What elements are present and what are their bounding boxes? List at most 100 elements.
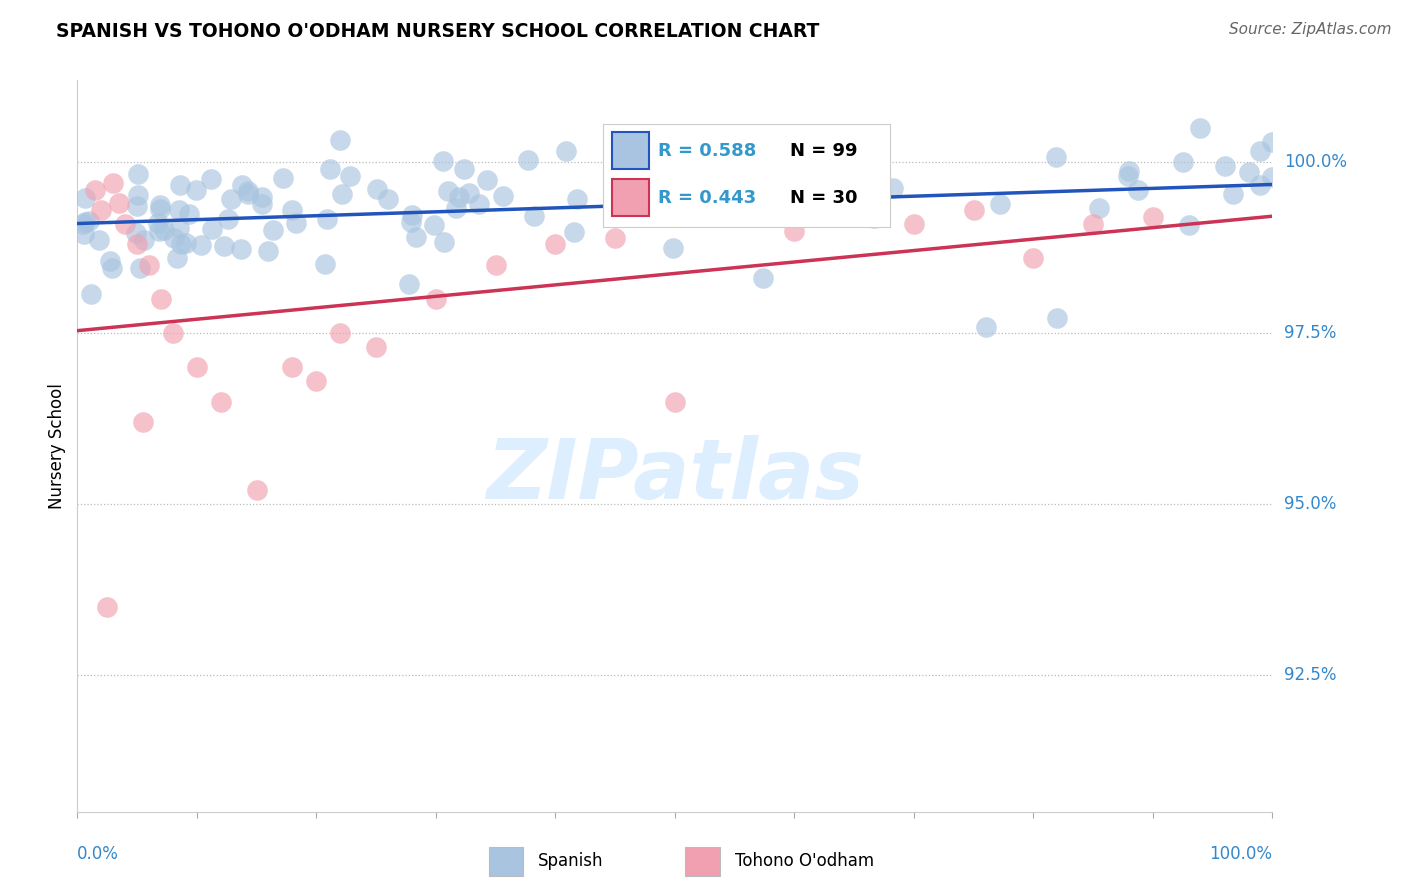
Point [125, 227, 148, 241]
Point [974, 320, 997, 334]
Point [1045, 150, 1067, 164]
Point [72, 217, 94, 231]
Point [457, 186, 479, 201]
Point [96, 599, 118, 614]
Point [89, 234, 111, 248]
Bar [489, 847, 523, 876]
Point [149, 198, 172, 212]
Point [903, 217, 925, 231]
Point [1116, 169, 1139, 183]
Text: N = 30: N = 30 [790, 189, 858, 207]
Point [252, 197, 274, 211]
Text: Tohono O'odham: Tohono O'odham [734, 852, 873, 870]
Point [453, 162, 475, 177]
Point [162, 326, 184, 341]
Point [1250, 178, 1272, 192]
Point [399, 215, 422, 229]
Point [73, 191, 96, 205]
Point [174, 236, 197, 251]
Point [1126, 182, 1149, 196]
Text: 0.0%: 0.0% [77, 845, 120, 863]
Point [523, 209, 546, 223]
Text: R = 0.588: R = 0.588 [658, 142, 756, 160]
Point [662, 241, 685, 255]
Point [166, 251, 188, 265]
Point [963, 203, 986, 218]
Point [329, 133, 352, 147]
Point [447, 190, 470, 204]
Point [544, 237, 567, 252]
Point [405, 230, 427, 244]
Point [271, 170, 294, 185]
Point [77, 213, 100, 227]
Point [664, 394, 686, 409]
Point [366, 340, 388, 354]
Text: 97.5%: 97.5% [1285, 324, 1337, 343]
Point [751, 271, 773, 285]
Point [221, 192, 243, 206]
Bar [686, 847, 720, 876]
Point [214, 239, 236, 253]
Point [246, 483, 269, 498]
Point [1237, 164, 1260, 178]
Point [377, 192, 399, 206]
Point [98, 254, 121, 268]
Point [1189, 121, 1212, 136]
Point [329, 326, 352, 341]
Point [1261, 135, 1284, 149]
Point [127, 167, 149, 181]
Text: R = 0.443: R = 0.443 [658, 189, 756, 207]
Point [1118, 163, 1140, 178]
Point [84, 183, 107, 197]
Point [148, 224, 170, 238]
Point [90, 203, 112, 218]
Point [281, 360, 304, 375]
Point [217, 212, 239, 227]
Point [127, 188, 149, 202]
Point [339, 169, 361, 183]
Point [79, 287, 101, 301]
Point [319, 161, 342, 176]
Point [169, 178, 191, 192]
Point [169, 202, 191, 217]
Point [101, 260, 124, 275]
Text: 92.5%: 92.5% [1285, 666, 1337, 684]
Point [831, 193, 853, 207]
Text: SPANISH VS TOHONO O'ODHAM NURSERY SCHOOL CORRELATION CHART: SPANISH VS TOHONO O'ODHAM NURSERY SCHOOL… [56, 22, 820, 41]
Point [988, 196, 1011, 211]
Point [516, 153, 538, 167]
Point [257, 244, 280, 258]
Point [433, 235, 456, 249]
Point [475, 173, 498, 187]
Point [184, 184, 207, 198]
Point [186, 360, 208, 375]
Point [1222, 187, 1244, 202]
Text: N = 99: N = 99 [790, 142, 858, 160]
Point [150, 292, 173, 306]
Point [209, 394, 232, 409]
Point [138, 258, 160, 272]
Point [252, 189, 274, 203]
Point [444, 202, 467, 216]
Point [114, 217, 136, 231]
Point [314, 257, 336, 271]
Text: Source: ZipAtlas.com: Source: ZipAtlas.com [1229, 22, 1392, 37]
Point [170, 237, 193, 252]
Point [869, 191, 891, 205]
Point [190, 237, 212, 252]
Point [73, 215, 96, 229]
Point [425, 292, 447, 306]
Point [231, 242, 253, 256]
Point [1088, 201, 1111, 215]
Point [330, 186, 353, 201]
Point [863, 211, 886, 226]
Point [1083, 217, 1105, 231]
Point [103, 176, 124, 190]
Point [554, 144, 576, 158]
Point [1213, 159, 1236, 173]
Point [711, 199, 734, 213]
Point [200, 221, 222, 235]
Point [73, 227, 96, 242]
Point [132, 233, 155, 247]
Point [108, 196, 131, 211]
